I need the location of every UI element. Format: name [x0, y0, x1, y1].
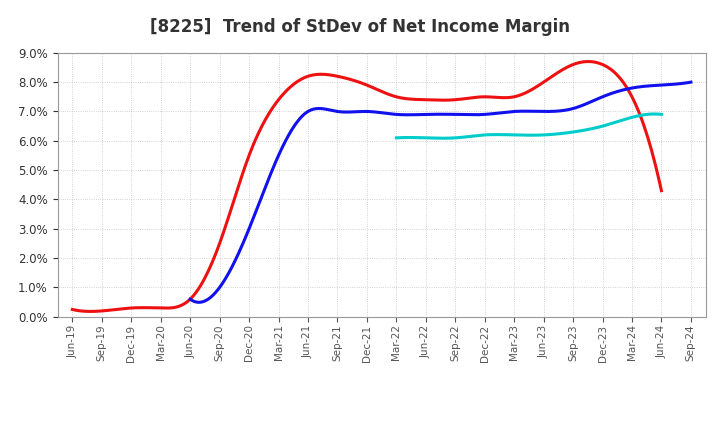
Text: [8225]  Trend of StDev of Net Income Margin: [8225] Trend of StDev of Net Income Marg… [150, 18, 570, 36]
Legend: 3 Years, 5 Years, 7 Years, 10 Years: 3 Years, 5 Years, 7 Years, 10 Years [163, 434, 600, 440]
